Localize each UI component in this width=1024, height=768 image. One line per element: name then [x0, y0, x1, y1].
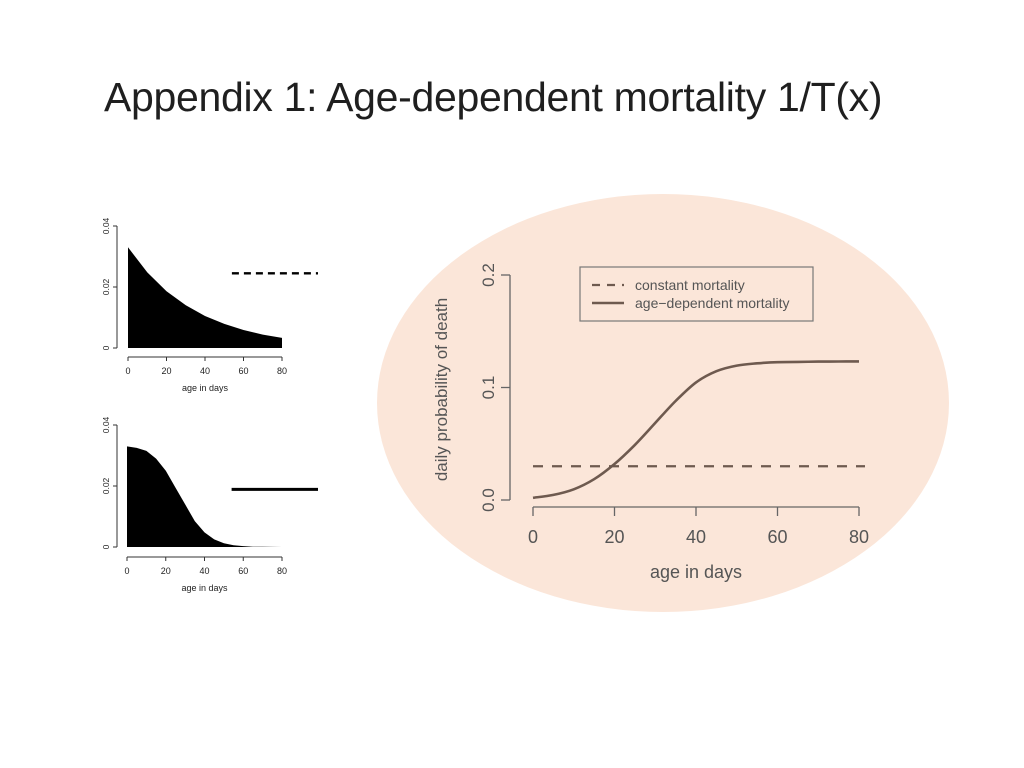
small-top-x-tick-label: 40: [200, 366, 210, 376]
small-chart-top: 0 20 40 60 80 0 0.02 0.04 age in days: [101, 217, 318, 393]
small-top-y-tick-label: 0.02: [101, 278, 111, 295]
small-chart-bottom: 0 20 40 60 80 0 0.02 0.04 age in days: [101, 416, 318, 593]
small-bottom-x-tick-label: 0: [124, 566, 129, 576]
main-x-tick-label: 60: [767, 527, 787, 547]
small-bottom-axes: 0 20 40 60 80 0 0.02 0.04: [101, 416, 287, 576]
small-bottom-x-tick-label: 40: [199, 566, 209, 576]
slide-title: Appendix 1: Age-dependent mortality 1/T(…: [104, 74, 883, 120]
legend-box: [579, 266, 814, 322]
small-bottom-y-tick-label: 0.02: [101, 477, 111, 494]
small-top-y-tick-label: 0.04: [101, 217, 111, 234]
main-y-label: daily probability of death: [432, 298, 451, 481]
main-x-tick-label: 0: [528, 527, 538, 547]
small-top-x-tick-label: 0: [125, 366, 130, 376]
legend-constant-mortality: constant mortality: [635, 277, 745, 293]
small-bottom-area: [127, 446, 282, 547]
small-bottom-x-tick-label: 60: [238, 566, 248, 576]
main-x-label: age in days: [650, 562, 742, 582]
main-x-tick-label: 40: [686, 527, 706, 547]
main-y-tick-label: 0.0: [479, 488, 498, 512]
main-y-tick-label: 0.1: [479, 376, 498, 400]
small-top-axes: 0 20 40 60 80 0 0.02 0.04: [101, 217, 287, 376]
small-top-y-tick-label: 0: [101, 345, 111, 350]
main-x-tick-label: 20: [604, 527, 624, 547]
small-bottom-y-tick-label: 0.04: [101, 416, 111, 433]
small-top-area: [128, 247, 282, 348]
main-axes: 0 20 40 60 80 0.0 0.1 0.2: [479, 263, 869, 547]
small-top-x-tick-label: 20: [161, 366, 171, 376]
main-y-tick-label: 0.2: [479, 263, 498, 287]
small-top-x-tick-label: 80: [277, 366, 287, 376]
main-age-dependent-curve: [532, 360, 860, 500]
small-top-x-label: age in days: [182, 383, 229, 393]
main-x-tick-label: 80: [849, 527, 869, 547]
main-chart: 0 20 40 60 80 0.0 0.1 0.2 age in days daily pro…: [432, 263, 869, 582]
small-bottom-x-tick-label: 80: [277, 566, 287, 576]
small-top-x-tick-label: 60: [238, 366, 248, 376]
legend-age-dependent-mortality: age−dependent mortality: [635, 295, 790, 311]
small-bottom-y-tick-label: 0: [101, 544, 111, 549]
small-bottom-x-label: age in days: [181, 583, 228, 593]
small-bottom-x-tick-label: 20: [161, 566, 171, 576]
main-legend: constant mortality age−dependent mortali…: [579, 266, 814, 322]
highlight-ellipse: [377, 194, 949, 612]
